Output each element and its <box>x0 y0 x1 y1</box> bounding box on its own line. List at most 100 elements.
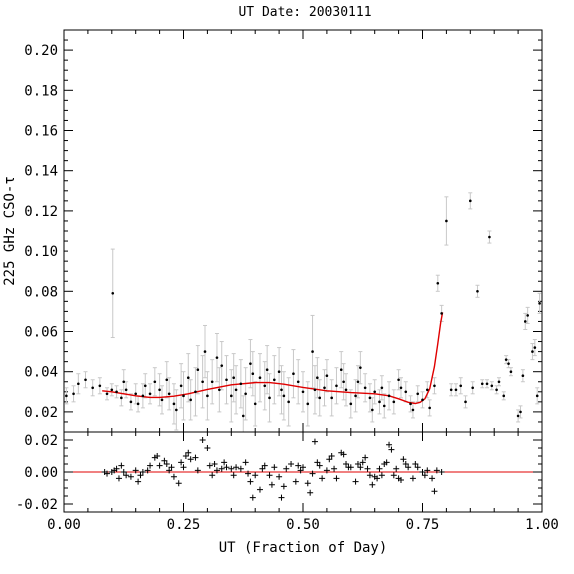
residual-point <box>144 467 151 474</box>
data-point <box>273 378 276 382</box>
data-point <box>105 392 109 396</box>
residual-point <box>400 456 407 463</box>
data-point <box>179 384 183 388</box>
residual-point <box>390 472 397 479</box>
data-point <box>124 388 128 392</box>
data-point <box>378 400 381 404</box>
data-point <box>356 380 360 384</box>
data-point <box>316 376 319 380</box>
residual-point <box>104 470 111 477</box>
residual-point <box>280 483 287 490</box>
x-tick-label: 0.75 <box>406 517 440 533</box>
data-point <box>507 362 510 365</box>
residual-point <box>113 465 120 472</box>
residual-point <box>364 465 371 472</box>
data-point <box>120 396 123 400</box>
data-point <box>129 400 133 404</box>
data-point <box>210 380 214 384</box>
residual-point <box>115 475 122 482</box>
residual-point <box>223 464 230 471</box>
data-point <box>480 382 484 386</box>
data-point <box>526 314 529 317</box>
y-tick-label: 0.12 <box>24 204 58 220</box>
residual-point <box>221 459 228 466</box>
data-point <box>172 402 176 406</box>
x-tick-label: 0.25 <box>167 517 201 533</box>
residual-point <box>230 472 237 479</box>
residual-point <box>175 480 182 487</box>
data-point <box>464 400 467 404</box>
residual-point <box>127 473 134 480</box>
residual-point <box>137 472 144 479</box>
residual-point <box>419 469 426 475</box>
data-point <box>244 392 247 396</box>
residual-point <box>438 469 445 475</box>
data-point <box>504 358 508 361</box>
residual-point <box>242 459 249 466</box>
x-axis-title: UT (Fraction of Day) <box>219 540 388 556</box>
residual-point <box>333 475 340 482</box>
data-point <box>371 408 374 412</box>
data-point <box>196 368 200 371</box>
residual-point <box>178 459 185 466</box>
data-point <box>323 386 326 390</box>
data-point <box>359 366 362 369</box>
residual-point <box>359 459 366 466</box>
data-point <box>239 382 243 386</box>
residual-point <box>397 477 404 483</box>
residual-point <box>378 472 385 479</box>
residual-point <box>340 451 347 458</box>
residual-point <box>316 462 323 469</box>
residual-point <box>268 481 275 488</box>
residual-point <box>211 461 218 467</box>
data-point <box>77 382 80 386</box>
data-point <box>454 388 458 392</box>
data-point <box>404 390 408 394</box>
residual-point <box>388 446 395 453</box>
x-tick-labels: 0.00 0.25 0.50 0.75 1.00 <box>47 517 559 533</box>
residual-point <box>405 464 412 471</box>
residual-point <box>182 453 189 459</box>
residual-point <box>319 475 326 482</box>
residual-point <box>245 470 252 477</box>
y-tick-label: 0.08 <box>24 284 58 300</box>
data-point <box>287 400 290 404</box>
y-tick-label: 0.14 <box>24 164 58 180</box>
residual-point <box>163 461 170 467</box>
data-point <box>433 384 436 388</box>
residual-point <box>288 461 295 467</box>
data-point <box>98 384 102 388</box>
data-point <box>502 394 506 398</box>
residual-point <box>218 465 225 472</box>
residual-point <box>328 453 335 459</box>
data-point <box>495 388 498 392</box>
residual-point <box>192 454 199 461</box>
residual-point <box>424 467 431 474</box>
data-point <box>263 384 267 388</box>
data-point <box>380 386 384 390</box>
residual-point <box>376 465 383 472</box>
data-point <box>363 386 367 390</box>
data-point <box>280 388 283 392</box>
data-point <box>232 376 235 380</box>
data-point <box>490 384 494 388</box>
data-point <box>368 396 372 400</box>
residual-point <box>292 478 299 485</box>
residual-point <box>170 473 177 480</box>
data-point <box>160 398 164 402</box>
residual-point <box>383 459 390 466</box>
data-point <box>535 394 539 398</box>
data-point <box>186 376 190 380</box>
residual-point <box>352 478 359 485</box>
residual-point <box>185 449 192 456</box>
y-tick-label: 0.16 <box>24 124 58 140</box>
residual-point <box>323 467 330 474</box>
data-point <box>471 386 474 390</box>
data-point <box>344 388 348 392</box>
y-tick-label: 0.02 <box>24 433 58 449</box>
data-point <box>194 390 197 394</box>
data-point <box>153 380 157 384</box>
residual-point <box>393 465 400 472</box>
residual-point <box>249 494 256 501</box>
y-tick-label: 0.06 <box>24 325 58 341</box>
